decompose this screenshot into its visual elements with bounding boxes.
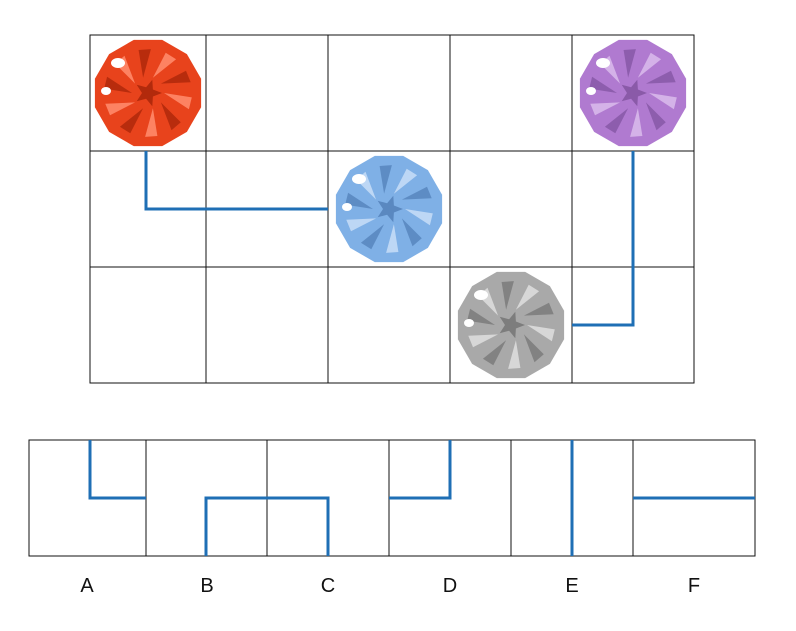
board-paths [144,151,635,327]
gem-blue-icon [335,155,443,263]
path-purple-to-gray [572,151,635,327]
choice-tile-f[interactable] [632,439,756,557]
board-cell [205,266,329,384]
choice-tile-e[interactable] [510,439,634,557]
board-cell [327,266,451,384]
choice-label-c: C [321,575,335,597]
choice-tile-b[interactable] [145,439,268,557]
choice-label-d: D [443,575,457,597]
board-cell [449,150,573,268]
board-cell [327,34,451,152]
choice-tile-c[interactable] [266,439,390,557]
board-cell [449,34,573,152]
choice-tile-a[interactable] [28,439,147,557]
choice-tile-d[interactable] [388,439,512,557]
choice-label-e: E [565,575,578,597]
board-cell [205,34,329,152]
board-cell [89,266,207,384]
gem-purple-icon [579,39,687,147]
gem-gray-icon [457,271,565,379]
choice-label-b: B [200,575,213,597]
puzzle-board [89,34,695,384]
choice-label-a: A [80,575,94,597]
path-red-to-blue [144,151,328,211]
gem-red-icon [94,39,202,147]
gems-layer [94,39,687,379]
choice-label-f: F [688,575,700,597]
